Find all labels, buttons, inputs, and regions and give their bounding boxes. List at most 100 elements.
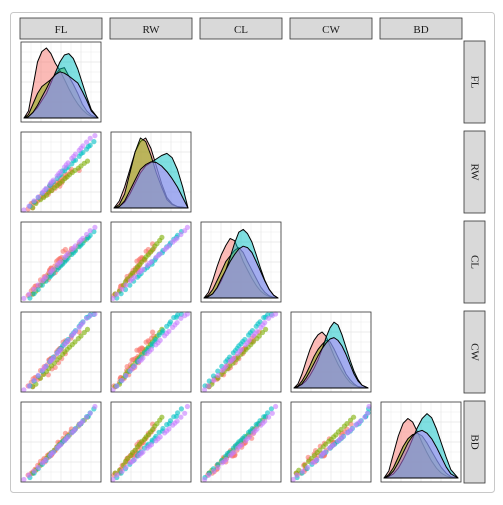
panel-border xyxy=(110,311,192,393)
scatter-point-group-3 xyxy=(210,373,217,379)
scatter-panel-cl-vs-rw xyxy=(110,221,192,303)
density-panel-fl xyxy=(20,41,102,123)
scatter-point-group-4 xyxy=(320,450,326,457)
row-strip-cw xyxy=(463,310,486,394)
scatter-point-group-4 xyxy=(155,253,161,259)
scatter-point-group-4 xyxy=(229,450,235,457)
row-strip-label-fl: FL xyxy=(469,76,481,89)
scatter-point-group-4 xyxy=(63,436,69,442)
scatter-point-group-4 xyxy=(265,414,272,420)
scatter-point-group-4 xyxy=(244,340,250,346)
scatter-point-group-4 xyxy=(31,468,37,474)
column-strip-label-rw: RW xyxy=(142,24,160,36)
scatter-point-group-4 xyxy=(215,372,221,378)
scatter-point-group-4 xyxy=(78,145,84,151)
scatter-point-group-4 xyxy=(92,311,98,317)
scatter-point-group-4 xyxy=(305,464,311,470)
scatter-point-group-3 xyxy=(255,321,261,327)
scatter-point-group-4 xyxy=(260,322,266,328)
scatter-point-group-4 xyxy=(63,253,69,259)
scatter-point-group-4 xyxy=(312,458,318,464)
scatter-point-group-4 xyxy=(56,443,62,449)
scatter-point-group-4 xyxy=(300,468,306,474)
scatter-point-group-3 xyxy=(114,295,120,301)
scatter-point-group-4 xyxy=(290,476,296,483)
scatter-point-group-4 xyxy=(260,420,266,426)
scatter-point-group-4 xyxy=(244,436,250,442)
scatter-panel-cl-vs-fl xyxy=(20,221,102,303)
scatter-point-group-4 xyxy=(265,315,272,321)
scatter-point-group-4 xyxy=(84,414,90,420)
scatter-point-group-4 xyxy=(21,476,27,483)
column-strip-rw xyxy=(109,17,193,40)
scatter-point-group-4 xyxy=(129,365,136,371)
column-strip-cw xyxy=(289,17,373,40)
scatter-point-group-4 xyxy=(178,231,184,238)
scatter-point-group-4 xyxy=(215,464,221,470)
scatter-panel-cw-vs-cl xyxy=(200,311,282,393)
scatter-point-group-4 xyxy=(92,224,98,230)
scatter-point-group-3 xyxy=(127,282,133,288)
scatter-point-group-4 xyxy=(49,179,55,185)
scatter-point-group-4 xyxy=(206,472,212,478)
scatter-point-group-3 xyxy=(118,291,124,297)
column-strip-label-fl: FL xyxy=(55,24,68,36)
row-strip-rw xyxy=(463,130,486,214)
scatter-point-group-4 xyxy=(119,468,125,474)
scatter-point-group-4 xyxy=(184,224,190,230)
scatter-point-group-4 xyxy=(87,228,93,234)
scatter-point-group-4 xyxy=(49,357,55,363)
scatter-point-group-4 xyxy=(221,365,227,371)
scatter-point-group-4 xyxy=(138,357,144,363)
panel-border xyxy=(290,401,372,483)
column-strip-bd xyxy=(379,17,463,40)
scatter-point-group-4 xyxy=(78,237,84,243)
scatter-point-group-4 xyxy=(273,311,279,317)
column-strip-label-cl: CL xyxy=(234,24,248,36)
panel-border xyxy=(200,311,282,393)
scatter-point-group-2 xyxy=(78,333,84,339)
scatter-point-group-3 xyxy=(173,314,180,320)
scatter-point-group-4 xyxy=(26,472,32,478)
panel-border xyxy=(20,221,102,303)
scatter-point-group-4 xyxy=(123,372,129,378)
scatter-panel-rw-vs-fl xyxy=(20,131,102,213)
scatter-point-group-4 xyxy=(56,171,62,177)
scatter-point-group-4 xyxy=(184,403,190,410)
scatter-point-group-1 xyxy=(139,345,145,351)
scatter-point-group-4 xyxy=(35,464,41,470)
scatter-point-group-4 xyxy=(41,187,47,194)
scatter-point-group-4 xyxy=(56,348,62,354)
scatter-point-group-4 xyxy=(119,286,125,292)
scatter-point-group-3 xyxy=(166,321,173,327)
scatter-point-group-4 xyxy=(164,245,170,251)
scatter-point-group-4 xyxy=(31,286,37,292)
row-strip-cl xyxy=(463,220,486,304)
column-strip-label-cw: CW xyxy=(322,24,340,36)
row-strip-label-rw: RW xyxy=(469,163,481,181)
row-strip-label-cw: CW xyxy=(469,343,481,361)
scatter-point-group-4 xyxy=(123,282,129,288)
scatter-point-group-2 xyxy=(72,339,78,345)
panel-border xyxy=(110,131,192,213)
scatter-point-group-4 xyxy=(92,133,98,139)
scatter-point-group-3 xyxy=(91,139,97,145)
panel-border xyxy=(20,401,102,483)
scatter-point-group-4 xyxy=(49,268,55,274)
scatter-point-group-4 xyxy=(78,420,84,426)
scatter-point-group-4 xyxy=(155,340,161,346)
scatter-point-group-4 xyxy=(63,340,69,346)
row-strip-fl xyxy=(463,40,486,124)
row-strip-bd xyxy=(463,400,486,484)
scatter-point-group-3 xyxy=(85,143,91,150)
scatter-point-group-4 xyxy=(71,330,77,337)
scatter-point-group-4 xyxy=(49,450,55,457)
scatter-panel-bd-vs-rw xyxy=(110,401,192,483)
scatter-point-group-2 xyxy=(256,333,262,339)
scatter-point-group-4 xyxy=(273,403,279,410)
column-strip-label-bd: BD xyxy=(413,24,428,36)
scatter-point-group-4 xyxy=(71,428,77,434)
scatter-point-group-4 xyxy=(211,377,217,383)
column-strip-fl xyxy=(19,17,103,40)
scatter-point-group-4 xyxy=(114,291,120,297)
